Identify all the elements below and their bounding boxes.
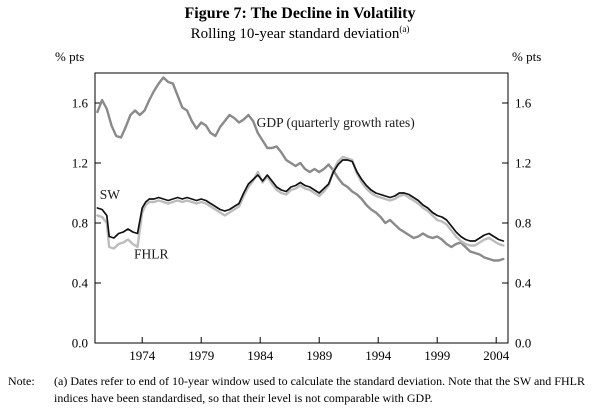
y-tick-label-right: 1.6 [515, 96, 532, 111]
note-text: (a) Dates refer to end of 10-year window… [54, 374, 585, 406]
figure-subtitle-superscript: (a) [399, 24, 410, 34]
figure-note: Note: (a) Dates refer to end of 10-year … [0, 367, 600, 408]
note-label: Note: [8, 374, 35, 388]
figure-title: Figure 7: The Decline in Volatility [184, 5, 416, 22]
chart: 0.0 0.0 0.4 0.4 0.8 0.8 1.2 1.2 1.6 1.6 1974 1979 19… [0, 45, 600, 367]
series-gdp-line [96, 76, 505, 262]
series-sw-line [96, 159, 505, 242]
series-label-gdp: GDP (quarterly growth rates) [257, 115, 415, 130]
x-tick-label: 1984 [247, 348, 274, 363]
y-tick-label-left: 0.8 [72, 216, 88, 231]
x-tick-label: 2004 [483, 348, 510, 363]
x-tick-label: 1994 [365, 348, 392, 363]
chart-canvas: 0.0 0.0 0.4 0.4 0.8 0.8 1.2 1.2 1.6 1.6 1974 1979 19… [55, 49, 541, 363]
y-tick-label-left: 1.6 [72, 96, 89, 111]
figure-subtitle-text: Rolling 10-year standard deviation [190, 26, 400, 42]
y-tick-label-right: 0.4 [515, 276, 532, 291]
x-tick-label: 1979 [188, 348, 214, 363]
series-label-fhlr: FHLR [134, 246, 169, 261]
y-tick-label-right: 1.2 [515, 156, 531, 171]
y-tick-label-left: 1.2 [72, 156, 88, 171]
y-tick-label-right: 0.0 [515, 336, 531, 351]
plot-frame [94, 72, 509, 344]
figure-subtitle: Rolling 10-year standard deviation(a) [0, 24, 600, 43]
y-tick-label-right: 0.8 [515, 216, 531, 231]
x-tick-label: 1974 [129, 348, 156, 363]
y-tick-label-left: 0.4 [72, 276, 89, 291]
series-label-sw: SW [100, 187, 121, 202]
y-unit-left: % pts [55, 49, 84, 64]
y-tick-label-left: 0.0 [72, 336, 88, 351]
series-fhlr-line [96, 155, 505, 250]
y-unit-right: % pts [512, 49, 541, 64]
x-tick-label: 1989 [306, 348, 332, 363]
x-tick-label: 1999 [424, 348, 450, 363]
figure-page: Figure 7: The Decline in Volatility Roll… [0, 5, 600, 418]
